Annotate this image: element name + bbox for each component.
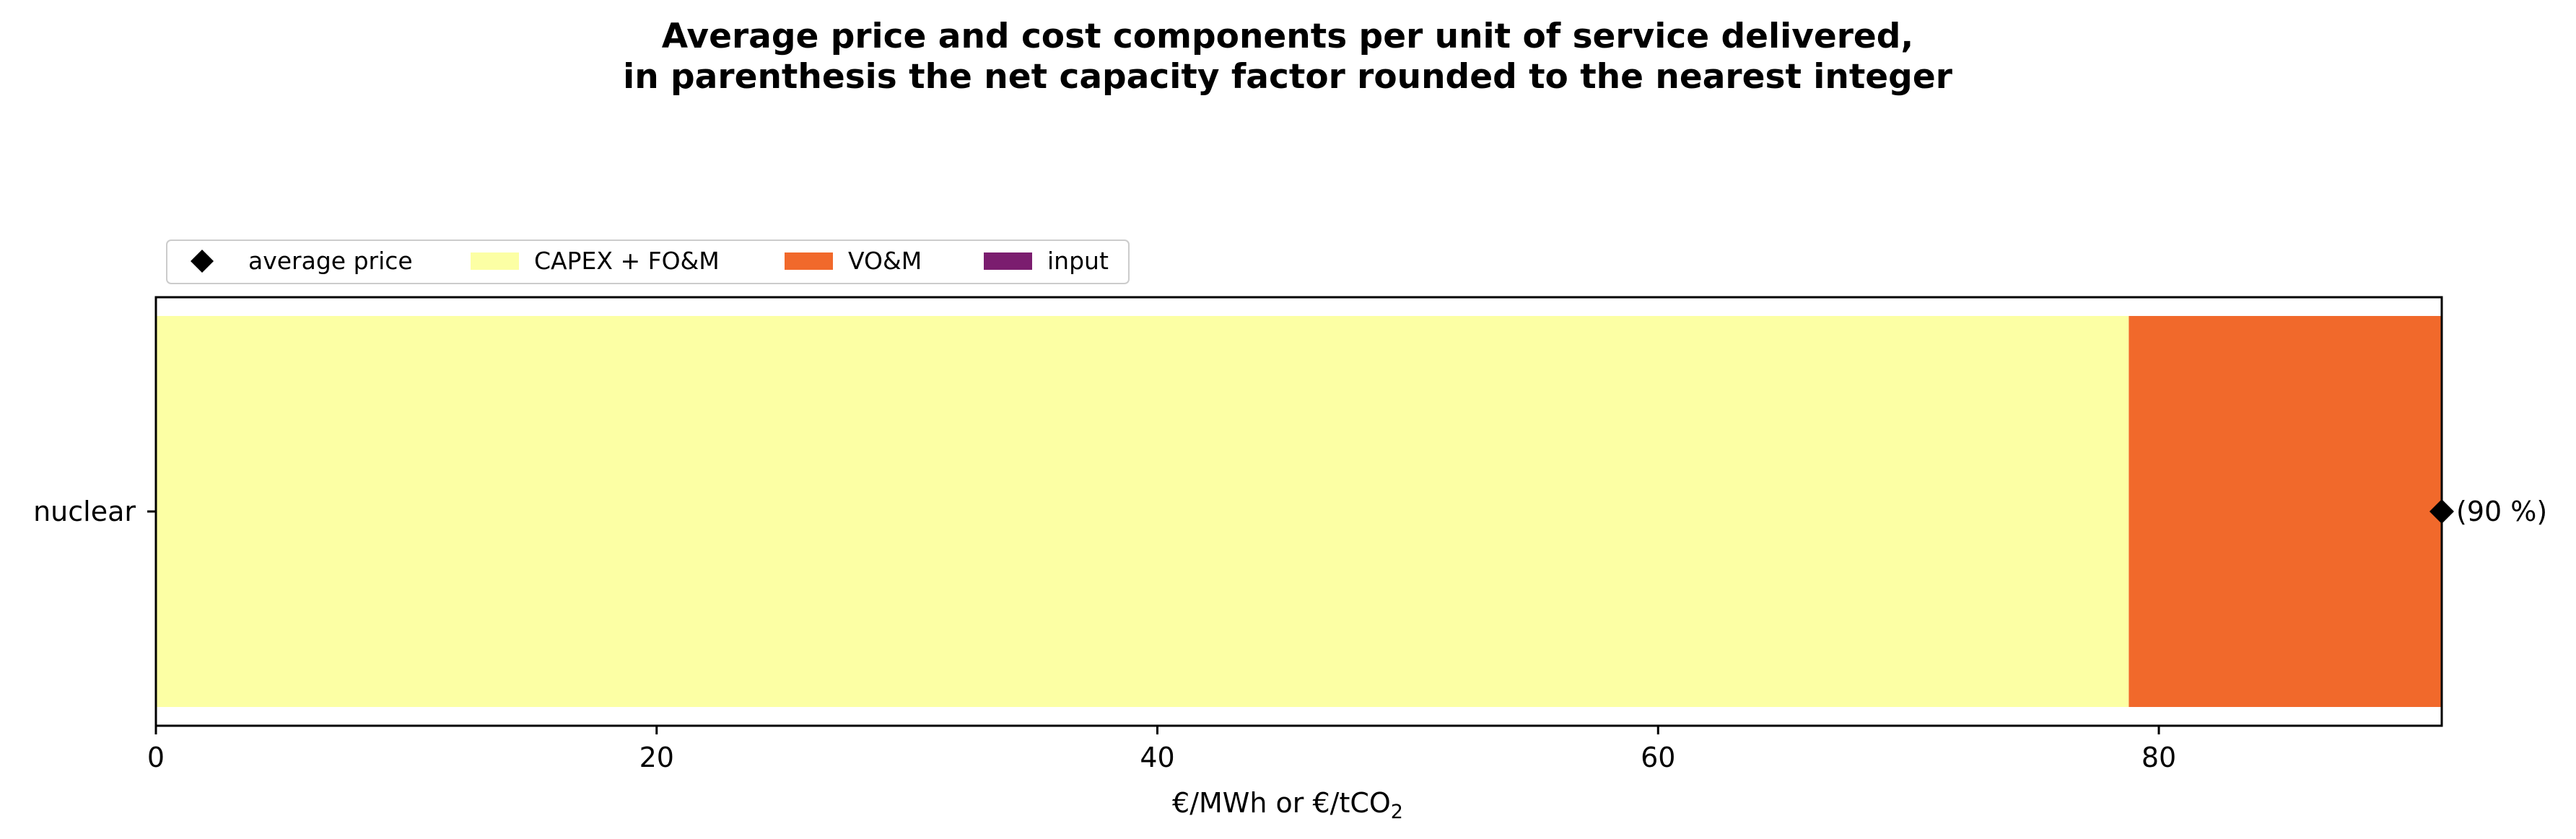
- y-axis: nuclear: [33, 496, 156, 527]
- legend-label: input: [1047, 247, 1109, 275]
- chart-title-line-2: in parenthesis the net capacity factor r…: [623, 57, 1953, 97]
- legend-diamond-icon: [191, 250, 214, 273]
- legend-swatch: [984, 252, 1032, 270]
- legend: average price CAPEX + FO&M VO&M input: [166, 240, 1130, 284]
- bar-nuclear-series-1: [2129, 316, 2442, 707]
- average-price-marker: [2429, 499, 2454, 524]
- legend-label: average price: [248, 247, 413, 275]
- bars-layer: [156, 316, 2442, 707]
- bar-nuclear-series-0: [156, 316, 2129, 707]
- chart-title-line-1: Average price and cost components per un…: [662, 17, 1914, 56]
- markers-layer: (90 %): [2429, 496, 2547, 527]
- chart-title: Average price and cost components per un…: [623, 17, 1953, 97]
- x-axis: 0 20 40 60 80: [147, 726, 2176, 773]
- legend-label: VO&M: [848, 247, 922, 275]
- legend-swatch: [785, 252, 833, 270]
- x-tick-label: 40: [1140, 742, 1174, 773]
- x-axis-label-main: €/MWh or €/tCO: [1172, 787, 1391, 819]
- legend-frame: [166, 240, 1130, 284]
- legend-label: CAPEX + FO&M: [534, 247, 720, 275]
- x-tick-label: 20: [639, 742, 674, 773]
- x-tick-label: 0: [147, 742, 165, 773]
- x-axis-label: €/MWh or €/tCO2: [1172, 787, 1403, 823]
- y-tick-label: nuclear: [33, 496, 136, 527]
- x-tick-label: 80: [2141, 742, 2176, 773]
- x-tick-label: 60: [1641, 742, 1675, 773]
- capacity-factor-annotation: (90 %): [2456, 496, 2547, 527]
- legend-swatch: [471, 252, 519, 270]
- x-axis-label-subscript: 2: [1391, 801, 1403, 823]
